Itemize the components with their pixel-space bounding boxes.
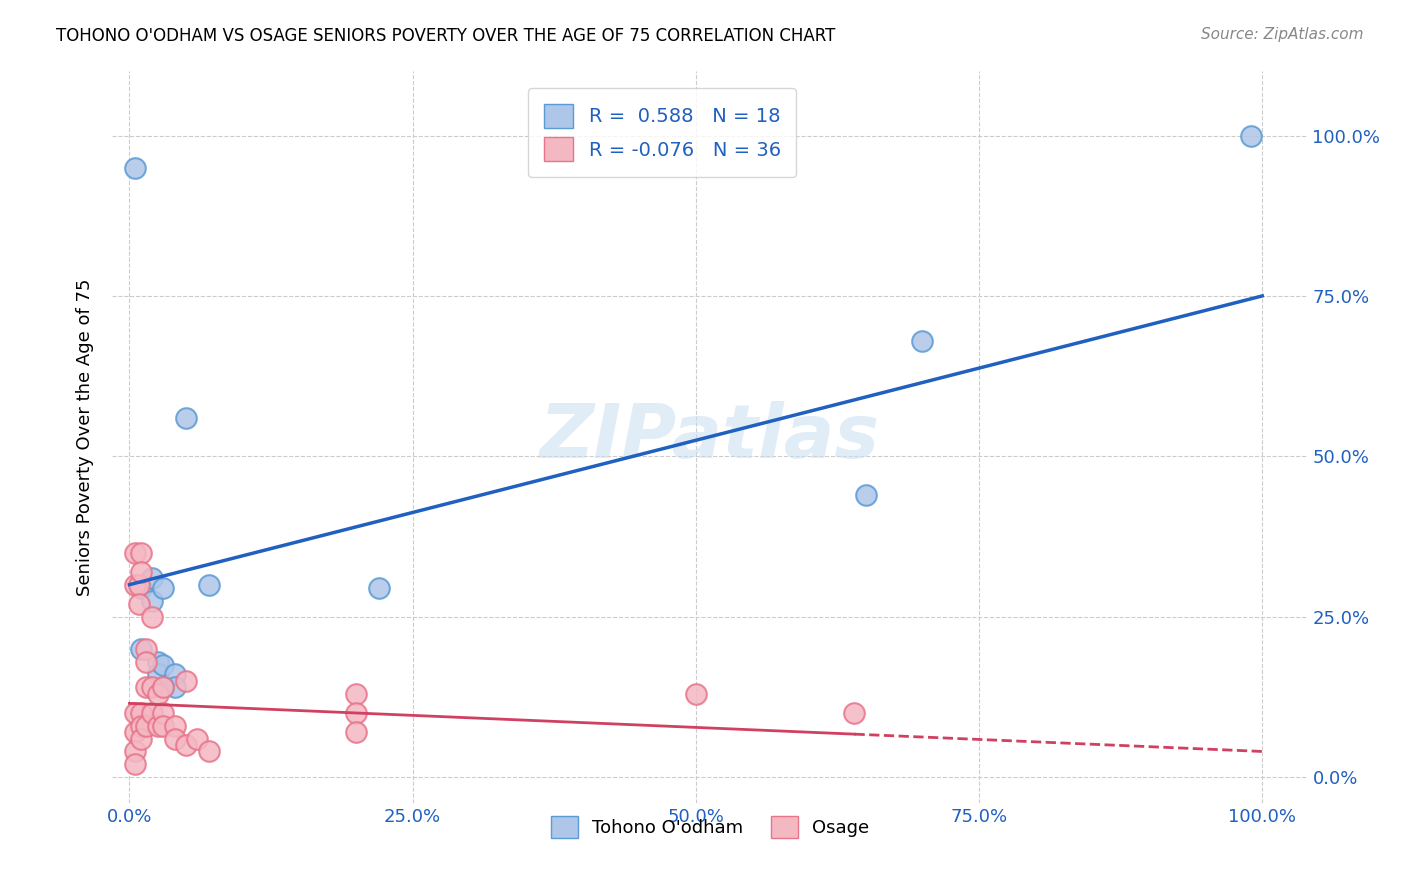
Point xyxy=(152,719,174,733)
Point xyxy=(135,681,157,695)
Text: TOHONO O'ODHAM VS OSAGE SENIORS POVERTY OVER THE AGE OF 75 CORRELATION CHART: TOHONO O'ODHAM VS OSAGE SENIORS POVERTY … xyxy=(56,27,835,45)
Point xyxy=(197,577,219,591)
Point xyxy=(174,738,197,752)
Point xyxy=(344,706,367,720)
Point xyxy=(124,577,146,591)
Point xyxy=(141,593,163,607)
Text: ZIPatlas: ZIPatlas xyxy=(540,401,880,474)
Point xyxy=(152,657,174,672)
Point xyxy=(152,681,174,695)
Point xyxy=(163,681,186,695)
Point xyxy=(129,706,152,720)
Point xyxy=(141,571,163,585)
Point xyxy=(128,577,150,591)
Point xyxy=(146,667,169,681)
Point xyxy=(146,687,169,701)
Point xyxy=(129,641,152,656)
Point xyxy=(129,545,152,559)
Legend: Tohono O'odham, Osage: Tohono O'odham, Osage xyxy=(544,808,876,845)
Point xyxy=(135,655,157,669)
Point xyxy=(163,667,186,681)
Point xyxy=(141,681,163,695)
Point xyxy=(124,744,146,758)
Point xyxy=(911,334,934,348)
Point xyxy=(124,706,146,720)
Point xyxy=(124,757,146,772)
Point xyxy=(141,706,163,720)
Point xyxy=(124,545,146,559)
Point xyxy=(129,565,152,579)
Point xyxy=(135,719,157,733)
Point xyxy=(152,706,174,720)
Point xyxy=(129,719,152,733)
Point xyxy=(129,581,152,595)
Point xyxy=(129,731,152,746)
Point xyxy=(186,731,208,746)
Point xyxy=(146,655,169,669)
Point xyxy=(124,725,146,739)
Point xyxy=(146,719,169,733)
Point xyxy=(855,488,877,502)
Point xyxy=(1240,128,1263,143)
Point xyxy=(174,673,197,688)
Point xyxy=(152,681,174,695)
Text: Source: ZipAtlas.com: Source: ZipAtlas.com xyxy=(1201,27,1364,42)
Point xyxy=(344,725,367,739)
Point xyxy=(152,581,174,595)
Point xyxy=(124,161,146,175)
Point xyxy=(174,410,197,425)
Point xyxy=(197,744,219,758)
Point xyxy=(163,719,186,733)
Y-axis label: Seniors Poverty Over the Age of 75: Seniors Poverty Over the Age of 75 xyxy=(76,278,94,596)
Point xyxy=(163,731,186,746)
Point xyxy=(135,641,157,656)
Point xyxy=(128,597,150,611)
Point xyxy=(344,687,367,701)
Point xyxy=(844,706,866,720)
Point xyxy=(685,687,707,701)
Point xyxy=(141,609,163,624)
Point xyxy=(367,581,389,595)
